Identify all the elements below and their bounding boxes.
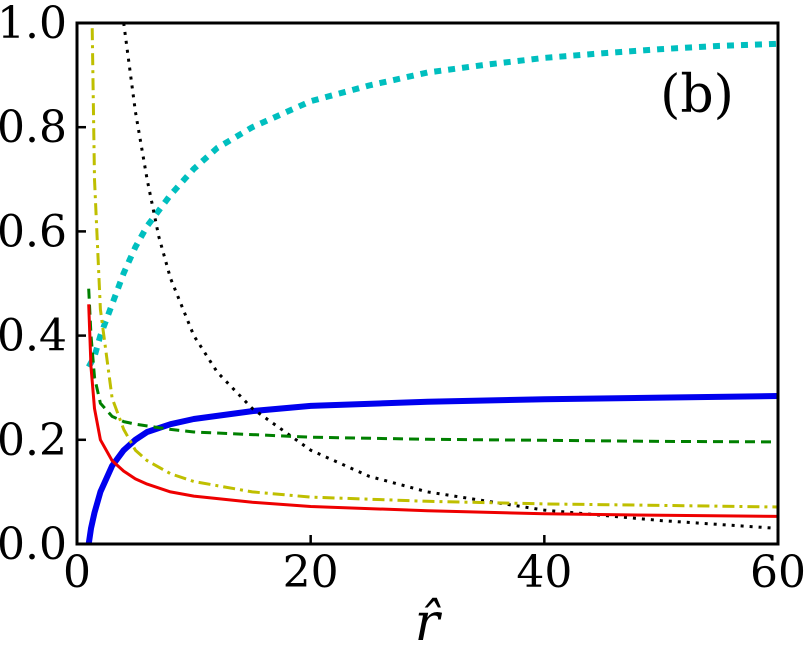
y-tick-label: 0.2 [0,415,67,466]
panel-label: (b) [660,65,734,125]
x-tick-label: 20 [283,547,339,598]
tick-layer: 0 20 40 60 0.0 0.2 0.4 0.6 0.8 1.0 [0,0,806,598]
y-tick-label: 1.0 [0,0,67,49]
series-line-5 [87,288,778,444]
series-line-2 [85,393,778,544]
plot-frame [75,21,780,546]
y-tick-label: 0.0 [0,519,67,570]
x-tick-label: 40 [516,547,572,598]
y-tick-label: 0.4 [0,311,67,362]
series-line-6 [87,304,778,518]
series-line-4 [90,28,778,509]
x-tick-label: 0 [63,547,91,598]
y-tick-label: 0.8 [0,102,67,153]
series-layer [85,23,778,544]
y-tick-label: 0.6 [0,206,67,257]
series-line-1 [86,40,778,369]
x-axis-label: r̂ [415,593,443,653]
x-tick-label: 60 [750,547,806,598]
